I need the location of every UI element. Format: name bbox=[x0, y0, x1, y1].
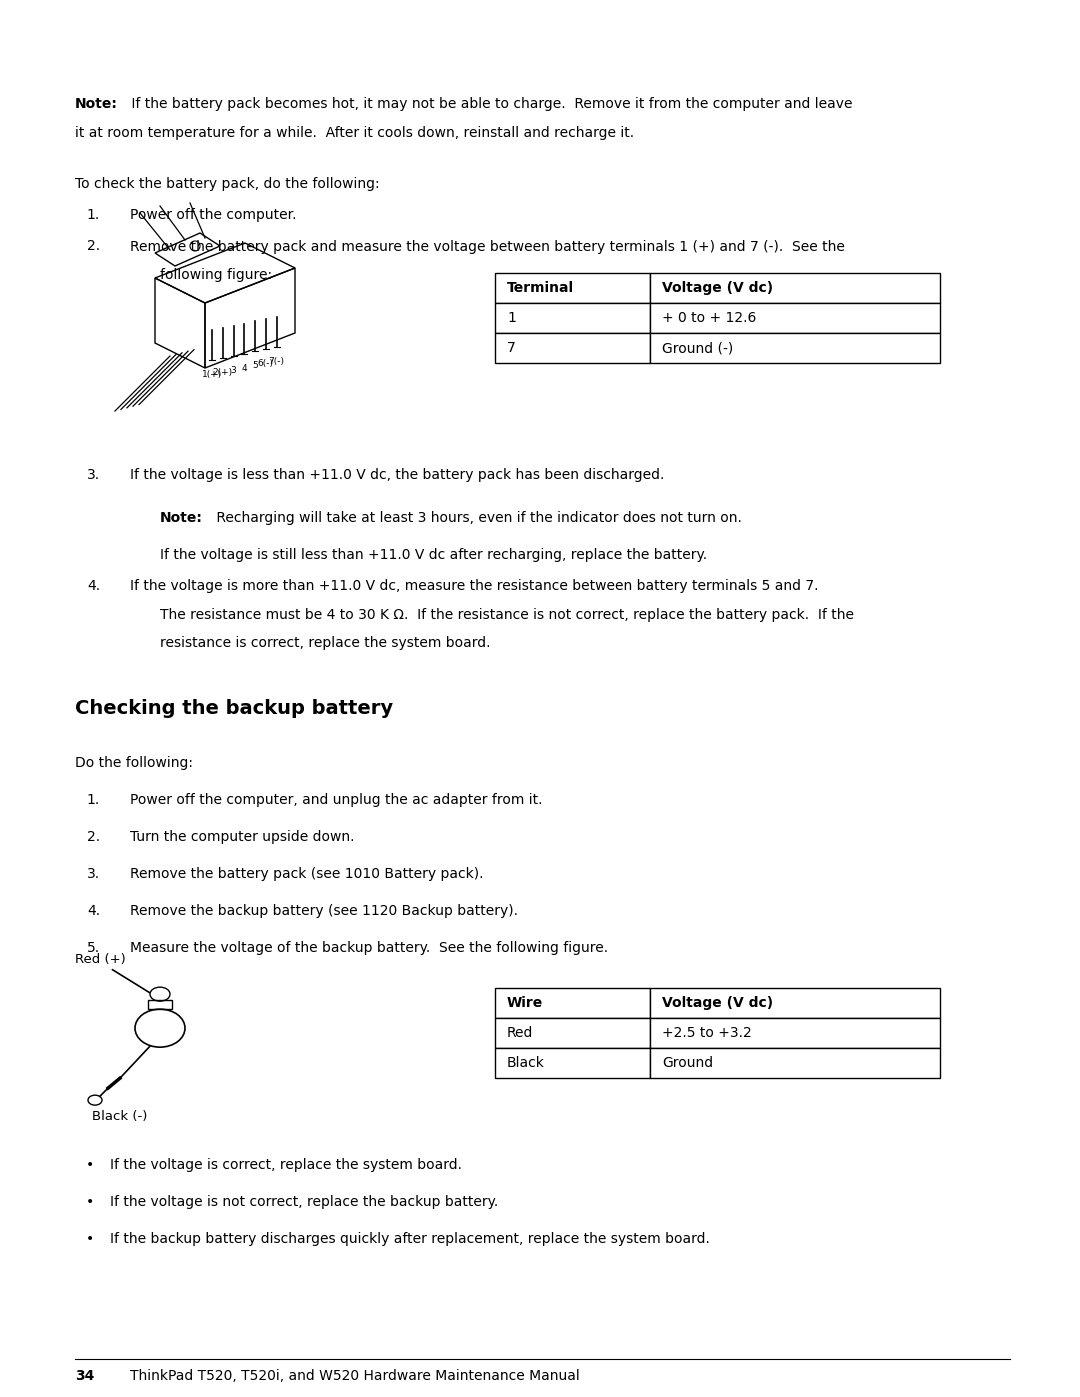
Text: Power off the computer, and unplug the ac adapter from it.: Power off the computer, and unplug the a… bbox=[130, 793, 542, 807]
Text: 4: 4 bbox=[242, 363, 247, 373]
Text: +2.5 to +3.2: +2.5 to +3.2 bbox=[662, 1027, 752, 1041]
Text: If the voltage is still less than +11.0 V dc after recharging, replace the batte: If the voltage is still less than +11.0 … bbox=[160, 548, 707, 562]
Bar bbox=[495, 1018, 650, 1048]
Text: If the battery pack becomes hot, it may not be able to charge.  Remove it from t: If the battery pack becomes hot, it may … bbox=[127, 96, 852, 110]
Text: If the voltage is more than +11.0 V dc, measure the resistance between battery t: If the voltage is more than +11.0 V dc, … bbox=[130, 580, 819, 594]
Text: 1: 1 bbox=[507, 312, 516, 326]
Bar bbox=[495, 303, 650, 332]
Text: Measure the voltage of the backup battery.  See the following figure.: Measure the voltage of the backup batter… bbox=[130, 942, 608, 956]
Bar bbox=[650, 303, 940, 332]
Text: Voltage (V dc): Voltage (V dc) bbox=[662, 996, 773, 1010]
Text: 1(+): 1(+) bbox=[202, 370, 222, 379]
Text: Terminal: Terminal bbox=[507, 281, 575, 295]
Text: Note:: Note: bbox=[75, 96, 118, 110]
Text: Red: Red bbox=[507, 1027, 534, 1041]
Text: Red (+): Red (+) bbox=[75, 953, 125, 967]
Text: ThinkPad T520, T520i, and W520 Hardware Maintenance Manual: ThinkPad T520, T520i, and W520 Hardware … bbox=[130, 1369, 580, 1383]
Text: Voltage (V dc): Voltage (V dc) bbox=[662, 281, 773, 295]
Text: 34: 34 bbox=[75, 1369, 94, 1383]
Bar bbox=[650, 1018, 940, 1048]
Text: Black: Black bbox=[507, 1056, 545, 1070]
Text: 4.: 4. bbox=[86, 580, 100, 594]
Bar bbox=[650, 1048, 940, 1078]
Text: 3: 3 bbox=[231, 366, 237, 374]
Bar bbox=[495, 272, 650, 303]
Text: Wire: Wire bbox=[507, 996, 543, 1010]
Text: If the voltage is not correct, replace the backup battery.: If the voltage is not correct, replace t… bbox=[110, 1196, 498, 1210]
Text: 1.: 1. bbox=[86, 793, 100, 807]
Text: If the voltage is less than +11.0 V dc, the battery pack has been discharged.: If the voltage is less than +11.0 V dc, … bbox=[130, 468, 664, 482]
Bar bbox=[495, 988, 650, 1018]
Text: To check the battery pack, do the following:: To check the battery pack, do the follow… bbox=[75, 177, 380, 191]
Bar bbox=[650, 272, 940, 303]
Text: following figure:: following figure: bbox=[160, 268, 272, 282]
Bar bbox=[495, 1048, 650, 1078]
Text: Ground: Ground bbox=[662, 1056, 713, 1070]
Text: If the voltage is correct, replace the system board.: If the voltage is correct, replace the s… bbox=[110, 1158, 462, 1172]
Text: 3.: 3. bbox=[86, 468, 100, 482]
Text: •: • bbox=[86, 1158, 94, 1172]
Text: 5: 5 bbox=[253, 362, 258, 370]
Text: Recharging will take at least 3 hours, even if the indicator does not turn on.: Recharging will take at least 3 hours, e… bbox=[212, 511, 742, 525]
Text: The resistance must be 4 to 30 K Ω.  If the resistance is not correct, replace t: The resistance must be 4 to 30 K Ω. If t… bbox=[160, 608, 854, 622]
Text: Checking the backup battery: Checking the backup battery bbox=[75, 698, 393, 718]
Text: Remove the backup battery (see 1120 Backup battery).: Remove the backup battery (see 1120 Back… bbox=[130, 904, 518, 918]
Text: 4.: 4. bbox=[86, 904, 100, 918]
Bar bbox=[650, 988, 940, 1018]
Text: Remove the battery pack and measure the voltage between battery terminals 1 (+) : Remove the battery pack and measure the … bbox=[130, 239, 845, 253]
Text: Ground (-): Ground (-) bbox=[662, 341, 733, 355]
Text: 2.: 2. bbox=[86, 830, 100, 844]
Text: 5.: 5. bbox=[86, 942, 100, 956]
Text: Do the following:: Do the following: bbox=[75, 756, 193, 770]
Text: + 0 to + 12.6: + 0 to + 12.6 bbox=[662, 312, 756, 326]
Text: •: • bbox=[86, 1232, 94, 1246]
Text: If the backup battery discharges quickly after replacement, replace the system b: If the backup battery discharges quickly… bbox=[110, 1232, 710, 1246]
Text: resistance is correct, replace the system board.: resistance is correct, replace the syste… bbox=[160, 636, 490, 650]
Text: Turn the computer upside down.: Turn the computer upside down. bbox=[130, 830, 354, 844]
Text: it at room temperature for a while.  After it cools down, reinstall and recharge: it at room temperature for a while. Afte… bbox=[75, 126, 634, 140]
Bar bbox=[495, 332, 650, 363]
Text: 2(+): 2(+) bbox=[213, 367, 233, 377]
Text: Black (-): Black (-) bbox=[92, 1111, 148, 1123]
Bar bbox=[650, 332, 940, 363]
Text: 6(-): 6(-) bbox=[258, 359, 274, 369]
Text: •: • bbox=[86, 1196, 94, 1210]
Text: 7(-): 7(-) bbox=[269, 358, 285, 366]
Text: Note:: Note: bbox=[160, 511, 203, 525]
Text: 7: 7 bbox=[507, 341, 516, 355]
Text: 2.: 2. bbox=[86, 239, 100, 253]
Text: Remove the battery pack (see 1010 Battery pack).: Remove the battery pack (see 1010 Batter… bbox=[130, 868, 484, 882]
Text: 3.: 3. bbox=[86, 868, 100, 882]
Text: 1.: 1. bbox=[86, 208, 100, 222]
Text: Power off the computer.: Power off the computer. bbox=[130, 208, 297, 222]
